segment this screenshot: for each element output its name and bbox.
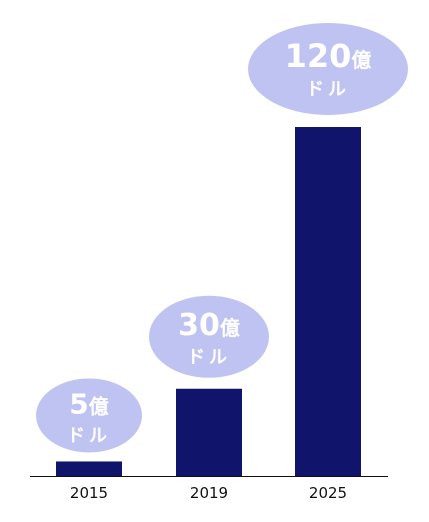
x-tick-label: 2019: [190, 484, 228, 502]
data-label-currency: ドル: [306, 79, 350, 100]
data-label-number: 120: [285, 37, 352, 75]
data-label-unit: 億: [89, 394, 109, 418]
x-tick-labels: 2015 2019 2025: [70, 484, 347, 502]
bars-group: [56, 127, 361, 476]
bar-2025: [295, 127, 361, 476]
data-label-value: 120億: [285, 37, 372, 75]
x-tick-label: 2015: [70, 484, 108, 502]
bubble-shape: [36, 378, 142, 453]
data-label-currency: ドル: [67, 425, 111, 446]
data-label-value: 30億: [178, 308, 240, 343]
data-label-number: 30: [178, 308, 220, 343]
data-label-unit: 億: [351, 48, 371, 72]
data-label-number: 5: [69, 387, 88, 420]
x-tick-label: 2025: [309, 484, 347, 502]
data-label-value: 5億: [69, 387, 108, 420]
data-label-unit: 億: [220, 316, 240, 340]
bar-2019: [176, 388, 242, 476]
bubble-shape: [248, 23, 408, 115]
bar-2015: [56, 461, 122, 476]
bubble-shape: [149, 295, 269, 378]
data-label-currency: ドル: [187, 347, 231, 368]
